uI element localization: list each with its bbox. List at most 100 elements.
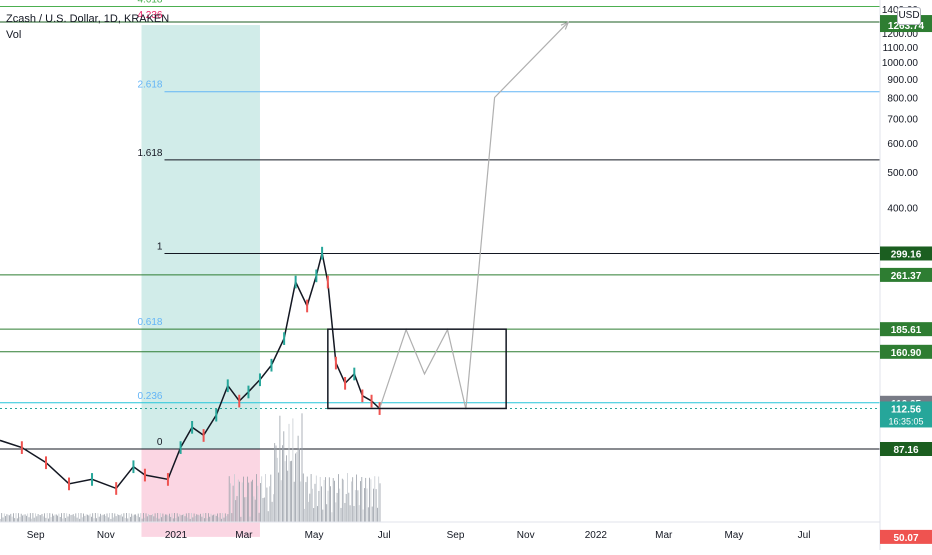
- fib-level-label: 1.618: [137, 148, 162, 159]
- volume-bar: [249, 516, 251, 522]
- volume-bar: [287, 470, 289, 522]
- volume-bar: [104, 514, 105, 522]
- price-tag[interactable]: [880, 344, 932, 359]
- price-tag[interactable]: [880, 401, 932, 428]
- volume-bar: [360, 481, 361, 522]
- volume-bar: [185, 513, 187, 522]
- volume-bar: [296, 452, 298, 522]
- price-tag[interactable]: [880, 322, 932, 337]
- volume-bar: [179, 513, 181, 522]
- volume-bar: [205, 513, 207, 522]
- price-tag-label: 299.16: [891, 249, 922, 260]
- volume-bar: [313, 508, 315, 522]
- volume-bar: [271, 501, 273, 522]
- volume-bar: [3, 513, 5, 522]
- volume-bar: [123, 513, 125, 522]
- currency-badge[interactable]: USD: [897, 7, 921, 25]
- volume-bar: [46, 513, 48, 522]
- volume-bar: [257, 485, 259, 522]
- volume-bar: [153, 516, 155, 522]
- volume-bar: [154, 513, 156, 522]
- volume-bar: [267, 511, 269, 522]
- price-tag[interactable]: [880, 246, 932, 261]
- volume-bar: [273, 494, 274, 522]
- volume-bar: [145, 513, 147, 522]
- volume-bar: [97, 513, 99, 522]
- x-tick-label: Jul: [378, 530, 391, 541]
- volume-bar: [113, 517, 114, 522]
- y-tick-label: 1000.00: [882, 58, 919, 69]
- volume-bar: [63, 513, 65, 522]
- volume-bar: [100, 513, 101, 522]
- x-tick-label: Jul: [798, 530, 811, 541]
- x-tick-label: May: [305, 530, 324, 541]
- volume-indicator-label[interactable]: Vol: [6, 29, 22, 41]
- fib-level-label: 4.618: [137, 0, 162, 6]
- price-tag[interactable]: [880, 529, 932, 544]
- volume-bar: [375, 489, 377, 522]
- symbol-title: Zcash / U.S. Dollar, 1D, KRAKEN: [6, 13, 170, 25]
- volume-bar: [109, 513, 110, 522]
- volume-bar: [84, 515, 86, 522]
- volume-bar: [96, 518, 97, 522]
- volume-bar: [54, 514, 56, 522]
- price-tag[interactable]: [880, 442, 932, 457]
- price-tag[interactable]: [880, 267, 932, 282]
- volume-bar: [338, 474, 339, 522]
- fib-level-label: 4.236: [137, 10, 162, 21]
- volume-bar: [200, 513, 201, 522]
- fib-level-label: 1: [157, 241, 163, 252]
- volume-bar: [263, 497, 265, 522]
- volume-bar: [135, 514, 136, 522]
- price-tag-label: 261.37: [891, 271, 922, 282]
- volume-bar: [344, 502, 346, 522]
- volume-bar: [124, 518, 126, 522]
- volume-bar: [81, 517, 83, 522]
- volume-bar: [158, 518, 160, 522]
- volume-bar: [222, 513, 224, 522]
- volume-bar: [115, 516, 117, 522]
- volume-bar: [89, 513, 91, 522]
- volume-bar: [114, 513, 116, 522]
- volume-bar: [35, 513, 36, 522]
- volume-bar: [9, 515, 10, 522]
- volume-bar: [61, 513, 62, 522]
- target-zone[interactable]: [141, 25, 260, 450]
- volume-bar: [28, 517, 30, 522]
- volume-bar: [288, 423, 290, 522]
- price-series-line[interactable]: [0, 252, 381, 490]
- volume-bar: [141, 518, 143, 522]
- volume-bar: [356, 474, 357, 522]
- volume-bar: [188, 513, 190, 522]
- volume-bar: [189, 518, 191, 522]
- volume-bar: [11, 516, 13, 522]
- price-tag-label: 112.56: [891, 404, 921, 415]
- volume-bar: [148, 514, 149, 522]
- price-tag-label: 50.07: [893, 533, 918, 544]
- volume-bar: [370, 479, 372, 522]
- volume-bar: [13, 513, 14, 522]
- volume-bar: [211, 515, 213, 522]
- volume-bar: [166, 514, 168, 522]
- volume-bar: [309, 493, 311, 522]
- volume-bar: [1, 513, 3, 522]
- volume-bar: [126, 513, 127, 522]
- volume-bar: [232, 485, 234, 522]
- volume-bar: [245, 496, 247, 522]
- volume-bar: [256, 474, 257, 522]
- volume-bar: [37, 514, 39, 522]
- volume-bar: [92, 513, 94, 522]
- volume-bar: [364, 488, 365, 522]
- volume-bar: [284, 461, 286, 522]
- volume-bar: [261, 476, 263, 522]
- volume-bar: [354, 490, 356, 522]
- volume-bar: [146, 516, 148, 522]
- volume-bar: [247, 476, 248, 522]
- volume-bar: [379, 483, 381, 522]
- consolidation-box[interactable]: [327, 328, 507, 410]
- x-tick-label: Nov: [517, 530, 535, 541]
- volume-bar: [248, 482, 250, 522]
- volume-bar: [321, 486, 322, 522]
